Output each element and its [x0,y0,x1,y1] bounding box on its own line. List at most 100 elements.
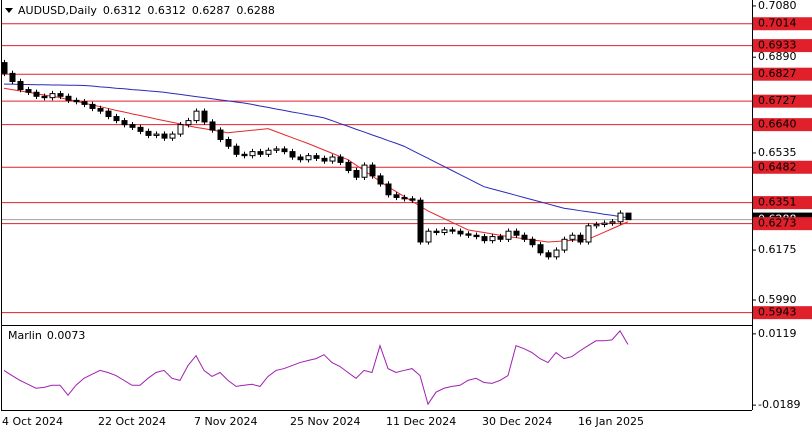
menu-triangle [5,8,13,13]
candle-body [465,233,472,236]
level-label: 0.6827 [758,67,797,80]
y-tick-label: 0.7080 [758,0,797,12]
candle-body [25,89,32,93]
x-tick-label: 22 Oct 2024 [98,415,166,428]
header-close: 0.6288 [236,4,275,17]
y-tick-label: 0.6175 [758,243,797,256]
candle-body [345,161,352,171]
level-label-box [753,67,812,81]
candle-body [201,110,208,123]
candle-body [585,225,592,243]
candle-body [561,238,568,251]
y-tick-label: 0.0119 [758,327,797,340]
candle-body [57,93,64,97]
indicator-line [3,330,629,406]
candle-body [353,169,360,178]
level-label-box [753,217,812,231]
chart-header: AUDUSD,Daily 0.6312 0.6312 0.6287 0.6288 [18,4,275,17]
level-label-box [753,118,812,132]
candle-body [385,183,392,196]
x-tick-label: 30 Dec 2024 [482,415,552,428]
candle-body [49,93,56,99]
symbol-title: AUDUSD,Daily [18,4,97,17]
candle-body [1,62,8,74]
candle-body [33,91,40,97]
candle-body [217,129,224,140]
candle-body [145,130,152,136]
level-label: 0.6640 [758,118,797,131]
candle-body [289,151,296,158]
candle-body [529,238,536,246]
indicator-title: Marlin [8,329,42,342]
candle-body [233,145,240,155]
candle-body [321,157,328,162]
candle-body [361,164,368,178]
level-label-box [753,94,812,108]
candle-body [449,229,456,232]
candle-body [329,156,336,162]
level-label: 0.6273 [758,217,797,230]
indicator-header: Marlin 0.0073 [8,329,85,342]
candle-body [121,120,128,126]
candle-body [441,229,448,234]
candle-body [553,249,560,258]
candle-body [337,156,344,163]
candle-body [473,234,480,238]
candle-body [193,110,200,122]
candle-body [97,107,104,112]
level-label-box [753,306,812,320]
level-label-box [753,17,812,31]
candle-body [377,175,384,185]
candle-body [113,116,120,122]
candle-body [577,234,584,243]
x-tick-label: 16 Jan 2025 [578,415,644,428]
candle-body [417,199,424,243]
x-tick-label: 25 Nov 2024 [290,415,360,428]
candle-body [457,230,464,235]
level-label: 0.6933 [758,39,797,52]
level-label: 0.7014 [758,17,797,30]
y-tick-label: 0.5990 [758,293,797,306]
x-tick-label: 4 Oct 2024 [2,415,63,428]
candle-body [257,151,264,155]
y-tick-label: 0.6535 [758,146,797,159]
candle-body [505,230,512,240]
candle-body [89,103,96,109]
candle-body [153,133,160,136]
candle-body [137,126,144,132]
candle-body [513,230,520,236]
candle-body [521,234,528,240]
indicator-value: 0.0073 [47,329,86,342]
moving-average-line [4,83,629,219]
candle-body [249,151,256,157]
candle-body [393,194,400,198]
level-label-box [753,196,812,210]
candle-body [185,120,192,126]
candle-body [169,133,176,139]
level-label: 0.5943 [758,306,797,319]
candle-body [41,95,48,99]
candle-body [161,133,168,139]
candle-body [601,222,608,225]
y-tick-label: -0.0189 [758,398,800,411]
candle-body [569,234,576,240]
candle-body [313,155,320,159]
candle-body [617,212,624,223]
candle-body [609,221,616,224]
candle-body [105,110,112,118]
level-label-box [753,160,812,174]
candle-body [305,155,312,161]
header-low: 0.6287 [192,4,231,17]
x-tick-label: 11 Dec 2024 [386,415,456,428]
candle-body [481,236,488,242]
candle-body [369,164,376,177]
candle-body [273,148,280,151]
candle-body [129,124,136,128]
level-label: 0.6727 [758,94,797,107]
level-label: 0.6351 [758,196,797,209]
candle-body [409,198,416,201]
candle-body [73,99,80,103]
